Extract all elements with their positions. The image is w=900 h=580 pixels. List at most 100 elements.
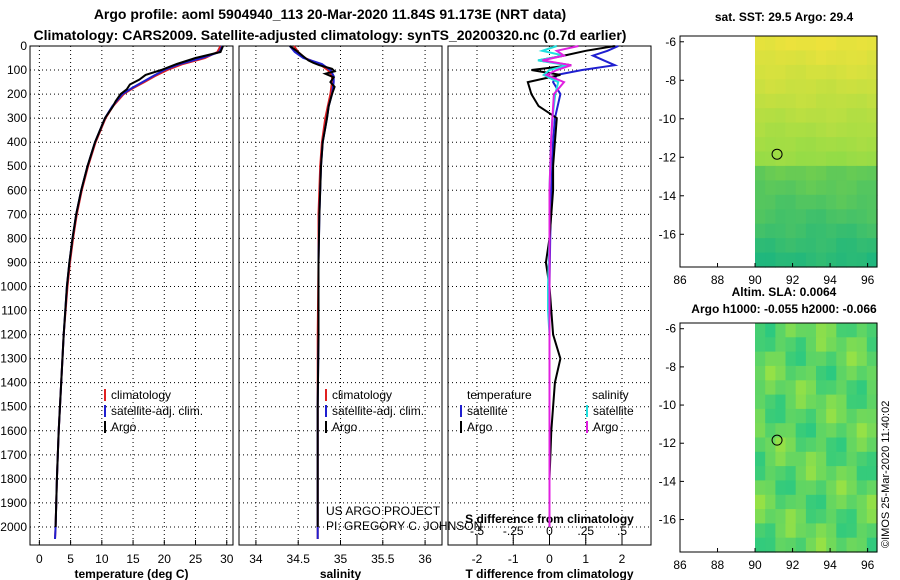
temperature-x-tick-label: 15 (126, 552, 140, 566)
credit-pi: PI: GREGORY C. JOHNSON (326, 519, 482, 533)
sla-map-cell (866, 380, 878, 396)
sla-map-cell (816, 466, 827, 481)
sst-map-cell (836, 252, 848, 268)
sla-map-cell (826, 523, 837, 539)
sla-map-cell (805, 494, 817, 510)
sla-map-cell (775, 337, 787, 353)
sst-map-cell (805, 108, 817, 124)
temperature-x-axis-label: temperature (deg C) (74, 567, 188, 580)
sla-map-cell (816, 351, 827, 367)
sst-map-cell (846, 151, 858, 167)
sla-map-cell (846, 423, 858, 439)
sst-map-cell (816, 165, 827, 181)
sla-map-cell (795, 323, 807, 338)
sla-map-cell (795, 523, 807, 539)
sst-map-cell (765, 79, 776, 95)
sla-map-cell (775, 437, 787, 453)
sst-map-cell (846, 122, 858, 138)
sla-map-cell (866, 337, 878, 353)
sst-map-cell (755, 108, 766, 124)
sst-map-lat-label: -10 (659, 112, 677, 126)
sst-map-cell (765, 238, 776, 254)
sla-map-cell (775, 365, 787, 381)
sla-map-cell (775, 351, 787, 367)
sst-map-cell (765, 108, 776, 124)
sst-map-cell (805, 238, 817, 254)
sla-map-cell (836, 408, 848, 424)
sst-map-cell (785, 252, 797, 268)
sst-map-cell (816, 180, 827, 196)
sla-float-position-marker (771, 434, 783, 446)
sla-map-cell (785, 451, 797, 467)
sst-map-cell (826, 209, 837, 225)
sst-map-cell (846, 238, 858, 254)
sst-map-cell (805, 151, 817, 167)
sla-map-cell (836, 351, 848, 367)
sla-map-title-line2: Argo h1000: -0.055 h2000: -0.066 (691, 302, 877, 316)
temperature-plot-frame (29, 45, 234, 546)
sla-map-cell (805, 451, 817, 467)
sst-map-cell (856, 252, 868, 268)
sla-map-cell (785, 480, 797, 496)
sla-map-cell (805, 437, 817, 453)
salinity-diff-tick-label: -.5 (470, 524, 484, 538)
sla-map-cell (795, 494, 807, 510)
pressure-tick-label: 1000 (0, 279, 27, 293)
sla-map-cell (856, 323, 868, 338)
salinity-diff-tick-label: .5 (617, 524, 627, 538)
sst-map-lon-label: 88 (711, 273, 725, 287)
sst-map-cell (775, 36, 787, 51)
sst-map-cell (826, 151, 837, 167)
sla-map-cell (755, 323, 766, 338)
sst-map-cell (846, 209, 858, 225)
sst-map-cell (856, 122, 868, 138)
temperature-x-tick-label: 10 (95, 552, 109, 566)
sst-map-cell (856, 238, 868, 254)
sla-map-cell (755, 451, 766, 467)
sla-map-cell (785, 494, 797, 510)
sst-map-cell (866, 108, 878, 124)
salinity-diff-tick-label: -.25 (503, 524, 524, 538)
sla-map-cell (826, 509, 837, 524)
sst-map-cell (816, 64, 827, 80)
sst-map-cell (805, 79, 817, 95)
sla-map-cell (846, 480, 858, 496)
sla-map-cell (846, 380, 858, 396)
sst-map-cell (826, 64, 837, 80)
sst-map-cell (775, 180, 787, 196)
sst-map-cell (866, 238, 878, 254)
sla-map-cell (856, 523, 868, 539)
sst-map-cell (816, 151, 827, 167)
sla-map-cell (795, 423, 807, 439)
sst-map-cell (816, 50, 827, 66)
sla-map-cell (785, 537, 797, 553)
pressure-tick-label: 500 (7, 159, 27, 173)
sst-map-cell (826, 79, 837, 95)
sla-map-cell (856, 365, 868, 381)
sst-map-cell (866, 180, 878, 196)
salinity-series-argo (289, 45, 337, 527)
sla-map-cell (755, 394, 766, 410)
sla-map-cell (765, 494, 776, 510)
sst-map-cell (785, 93, 797, 109)
sla-map-cell (785, 437, 797, 453)
sst-map-cell (785, 194, 797, 210)
sst-map-cell (816, 223, 827, 239)
sla-map-cell (785, 337, 797, 353)
sla-map-cell (856, 337, 868, 353)
sst-map-cell (755, 223, 766, 239)
pressure-tick-label: 400 (7, 135, 27, 149)
sla-map-cell (836, 337, 848, 353)
sla-map-cell (826, 466, 837, 481)
sst-map-cell (765, 64, 776, 80)
sst-map-cell (866, 209, 878, 225)
diff-legend-temperature-header: temperature (467, 388, 532, 402)
sst-map-cell (805, 93, 817, 109)
sst-map-cell (785, 151, 797, 167)
sla-map-cell (866, 365, 878, 381)
sst-map-cell (856, 165, 868, 181)
sla-map-cell (795, 509, 807, 524)
sla-map-cell (805, 466, 817, 481)
sst-map-lon-label: 90 (748, 273, 762, 287)
sla-map-cell (826, 437, 837, 453)
